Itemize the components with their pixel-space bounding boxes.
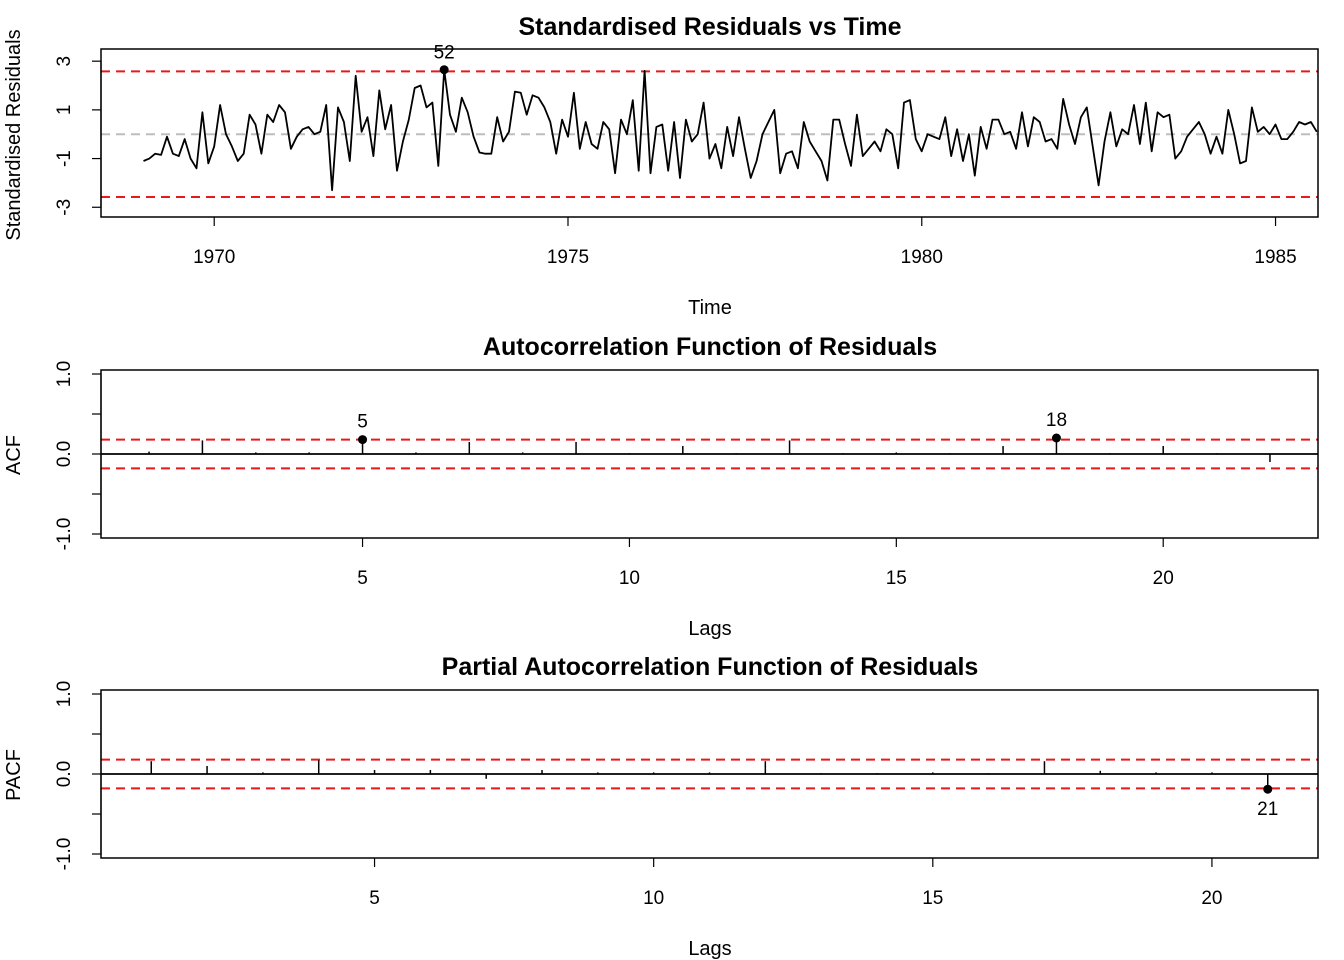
acf-y-tick-label: -1.0 [54,518,75,551]
residuals-y-tick-label: 3 [54,56,75,67]
pacf-x-axis: 5 10 15 20 [369,858,1223,909]
residuals-ylabel: Standardised Residuals [3,29,25,240]
pacf-x-tick-label: 20 [1201,888,1222,909]
residuals-x-tick-label: 1980 [901,247,943,268]
acf-highlight-point [358,435,368,445]
residuals-x-axis: 1970 1975 1980 1985 [193,217,1297,268]
pacf-y-tick-label: -1.0 [54,838,75,871]
acf-x-tick-label: 15 [886,568,907,589]
residuals-xlabel: Time [688,297,732,319]
acf-x-tick-label: 10 [619,568,640,589]
acf-plot-frame [100,369,1319,539]
acf-y-axis: -1.0 0.0 1.0 [54,361,102,551]
acf-highlight-label: 18 [1046,410,1067,431]
residuals-x-tick-label: 1975 [547,247,589,268]
pacf-y-axis: -1.0 0.0 1.0 [54,681,102,871]
residuals-y-axis: -3 -1 1 3 [54,56,102,216]
residuals-highlight-point [439,65,449,75]
acf-xlabel: Lags [688,618,731,640]
pacf-x-tick-label: 15 [922,888,943,909]
residuals-y-tick-label: 1 [54,105,75,116]
residuals-y-tick-label: -3 [54,199,75,216]
pacf-plot-frame [100,689,1319,859]
residuals-highlight-label: 52 [434,43,455,64]
acf-marks: 5 18 [101,410,1318,470]
residuals-x-tick-label: 1970 [193,247,235,268]
residuals-plot-frame [100,48,1319,218]
pacf-y-tick-label: 0.0 [54,761,75,787]
pacf-x-tick-label: 10 [643,888,664,909]
residuals-marks: 52 [101,43,1318,199]
acf-x-tick-label: 20 [1153,568,1174,589]
residuals-panel: Standardised Residuals vs Time Time Stan… [3,13,1319,319]
residuals-title: Standardised Residuals vs Time [518,13,901,41]
pacf-marks: 21 [101,758,1318,820]
residuals-x-tick-label: 1985 [1254,247,1296,268]
pacf-y-tick-label: 1.0 [54,681,75,707]
acf-x-axis: 5 10 15 20 [357,538,1174,589]
pacf-panel: Partial Autocorrelation Function of Resi… [3,653,1319,960]
pacf-xlabel: Lags [688,938,731,960]
pacf-x-tick-label: 5 [369,888,380,909]
acf-ylabel: ACF [3,435,25,475]
acf-title: Autocorrelation Function of Residuals [483,333,937,361]
acf-highlight-label: 5 [357,412,368,433]
acf-y-tick-label: 1.0 [54,361,75,387]
residuals-y-tick-label: -1 [54,150,75,167]
acf-y-tick-label: 0.0 [54,441,75,467]
acf-panel: Autocorrelation Function of Residuals La… [3,333,1319,640]
pacf-highlight-label: 21 [1257,799,1278,820]
pacf-ylabel: PACF [3,749,25,801]
acf-highlight-point [1051,433,1061,443]
residuals-series-line [143,68,1318,192]
acf-x-tick-label: 5 [357,568,368,589]
pacf-highlight-point [1263,784,1273,794]
pacf-title: Partial Autocorrelation Function of Resi… [442,653,979,681]
